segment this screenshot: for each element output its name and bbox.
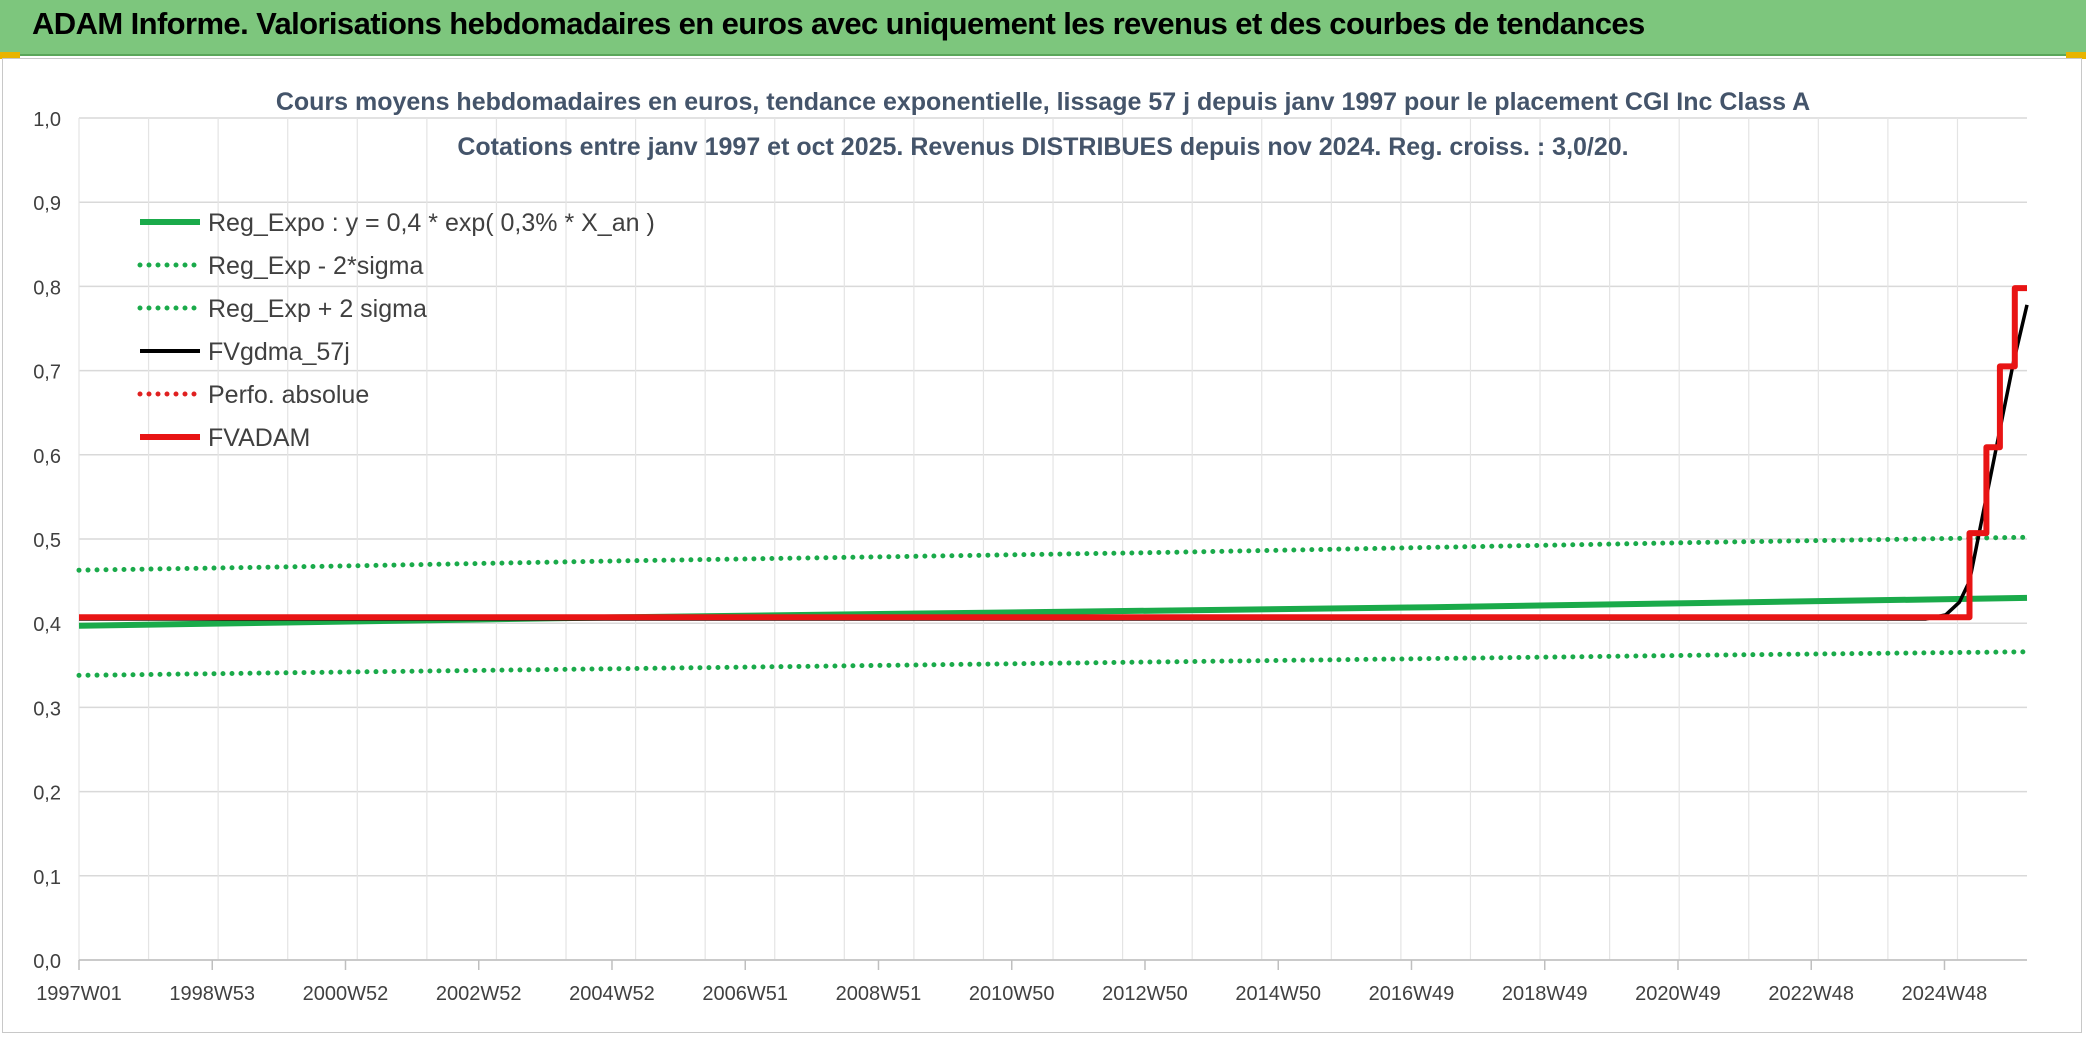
y-tick-label: 0,0 xyxy=(33,951,61,973)
y-tick-label: 0,7 xyxy=(33,362,61,384)
series-line-0 xyxy=(78,594,2028,629)
series-line-5 xyxy=(79,285,2027,621)
chart-series xyxy=(76,285,2030,678)
x-tick-label: 1998W53 xyxy=(169,983,255,1005)
legend-label: Perfo. absolue xyxy=(208,381,369,409)
y-tick-label: 0,9 xyxy=(33,193,61,215)
series-line-2 xyxy=(76,534,2030,573)
legend-label: Reg_Exp + 2 sigma xyxy=(208,295,427,323)
y-tick-label: 0,1 xyxy=(33,867,61,889)
chart-frame xyxy=(2,58,2082,1033)
y-tick-label: 1,0 xyxy=(33,109,61,131)
chart-grid xyxy=(78,117,2027,961)
header-corner-right xyxy=(2066,52,2086,59)
chart-legend: Reg_Expo : y = 0,4 * exp( 0,3% * X_an ) R… xyxy=(137,209,655,452)
legend-label: FVADAM xyxy=(208,424,310,452)
y-tick-label: 0,3 xyxy=(33,698,61,720)
x-tick-label: 2004W52 xyxy=(569,983,655,1005)
y-tick-label: 0,6 xyxy=(33,446,61,468)
y-tick-label: 0,8 xyxy=(33,277,61,299)
x-tick-label: 2006W51 xyxy=(702,983,788,1005)
legend-label: FVgdma_57j xyxy=(208,338,350,366)
legend-label: Reg_Exp - 2*sigma xyxy=(208,252,423,280)
x-tick-label: 2018W49 xyxy=(1502,983,1588,1005)
header-corner-left xyxy=(0,52,20,59)
x-tick-label: 2024W48 xyxy=(1902,983,1988,1005)
chart-title: Cours moyens hebdomadaires en euros, ten… xyxy=(276,88,1810,116)
chart-axes: 0,0 0,1 0,2 0,3 0,4 0,5 0,6 0,7 0,8 0,9 1,0 1997W01… xyxy=(33,109,2027,1005)
x-tick-label: 2002W52 xyxy=(436,983,522,1005)
x-tick-label: 2014W50 xyxy=(1235,983,1321,1005)
report-header: ADAM Informe. Valorisations hebdomadaire… xyxy=(0,0,2086,56)
x-tick-label: 2010W50 xyxy=(969,983,1055,1005)
chart-subtitle: Cotations entre janv 1997 et oct 2025. R… xyxy=(457,133,1628,161)
report-title: ADAM Informe. Valorisations hebdomadaire… xyxy=(32,6,1645,41)
x-tick-label: 2016W49 xyxy=(1369,983,1455,1005)
y-tick-label: 0,5 xyxy=(33,530,61,552)
legend-label: Reg_Expo : y = 0,4 * exp( 0,3% * X_an ) xyxy=(208,209,655,237)
x-tick-label: 1997W01 xyxy=(36,983,122,1005)
x-tick-label: 2008W51 xyxy=(836,983,922,1005)
x-tick-label: 2000W52 xyxy=(303,983,389,1005)
x-tick-label: 2012W50 xyxy=(1102,983,1188,1005)
x-tick-label: 2020W49 xyxy=(1635,983,1721,1005)
x-tick-label: 2022W48 xyxy=(1768,983,1854,1005)
y-tick-label: 0,4 xyxy=(33,614,61,636)
y-tick-label: 0,2 xyxy=(33,783,61,805)
series-line-1 xyxy=(76,649,2030,678)
